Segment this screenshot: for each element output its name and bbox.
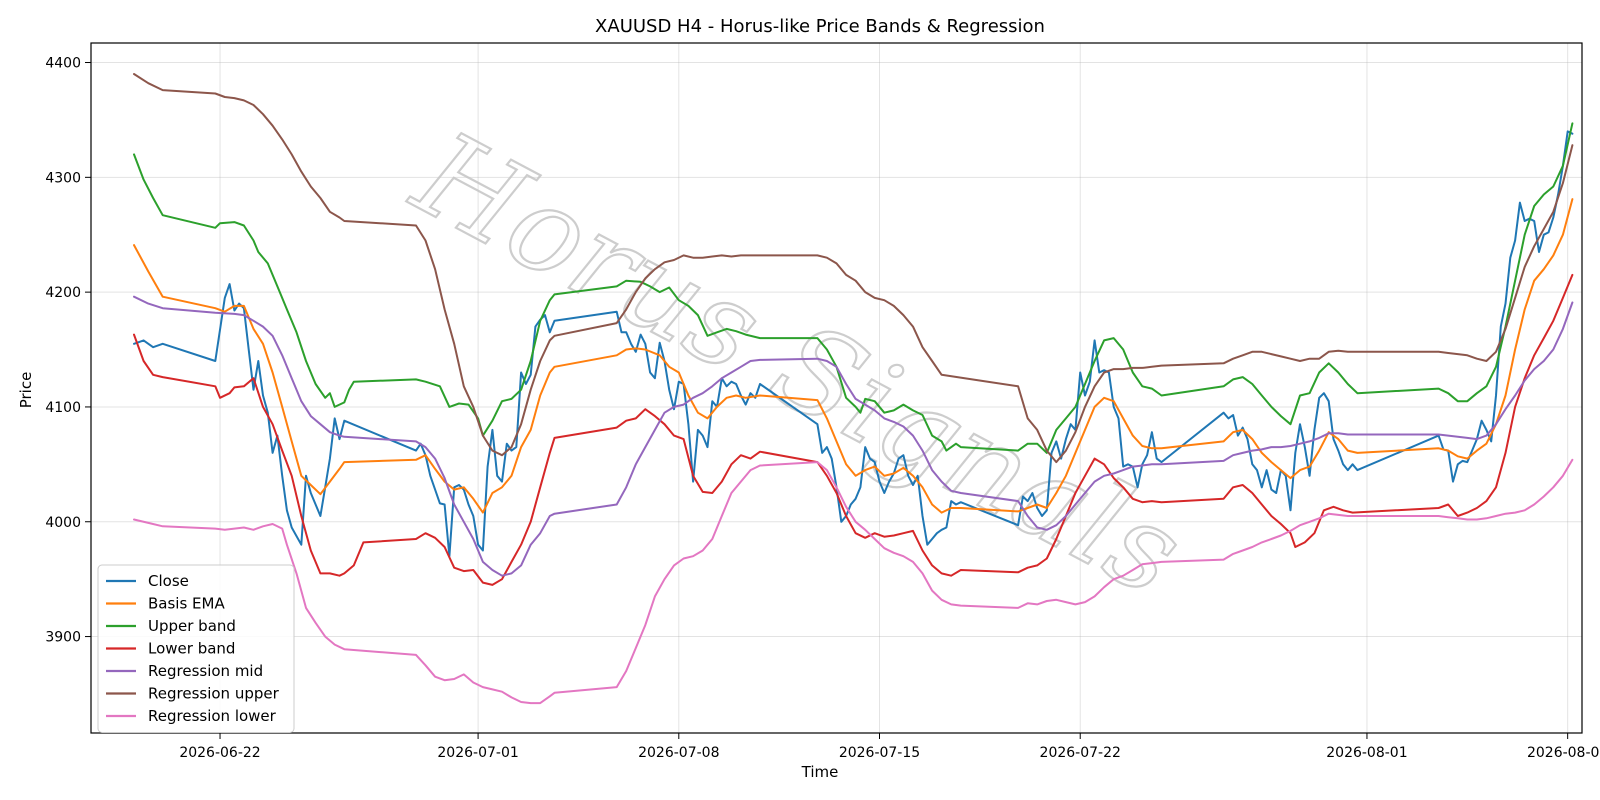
series-line-regression-mid	[133, 295, 1574, 577]
x-tick-label: 2026-08-08	[1527, 745, 1600, 761]
y-axis: 3900 4000 4100 4200 4300 4400	[45, 56, 91, 646]
series-line-regression-lower	[133, 458, 1574, 705]
x-tick-label: 2026-08-01	[1326, 745, 1407, 761]
watermark-text: Horus Signals	[393, 104, 1204, 623]
x-tick-label: 2026-07-15	[839, 745, 920, 761]
series-line-basis-ema	[133, 198, 1574, 514]
legend: Close Basis EMA Upper band Lower band Regres…	[97, 564, 295, 733]
y-tick-label: 4100	[45, 400, 81, 416]
legend-entry-label: Regression upper	[148, 685, 280, 703]
legend-entry-label: Lower band	[148, 640, 235, 658]
y-tick-label: 4200	[45, 285, 81, 301]
x-axis: 2026-06-22 2026-07-01 2026-07-08 2026-07-15…	[179, 733, 1600, 761]
series-line-close	[133, 130, 1574, 558]
legend-entry-label: Regression mid	[148, 662, 263, 680]
series-line-lower-band	[133, 273, 1574, 586]
series-line-upper-band	[133, 122, 1574, 454]
y-tick-label: 3900	[45, 630, 81, 646]
plot-frame	[90, 42, 1583, 734]
y-axis-label: Price	[17, 372, 35, 409]
y-tick-label: 4000	[45, 515, 81, 531]
series-line-regression-upper	[133, 73, 1574, 464]
x-tick-label: 2026-06-22	[179, 745, 260, 761]
x-tick-label: 2026-07-01	[437, 745, 518, 761]
watermark-layer: Horus Signals	[392, 103, 1205, 624]
legend-entry-label: Basis EMA	[148, 595, 225, 613]
y-tick-label: 4400	[45, 56, 81, 72]
y-tick-label: 4300	[45, 170, 81, 186]
x-tick-label: 2026-07-22	[1040, 745, 1121, 761]
legend-entry-label: Upper band	[148, 617, 236, 635]
legend-entry-label: Regression lower	[148, 707, 277, 725]
legend-entry-label: Close	[148, 572, 189, 590]
x-axis-label: Time	[801, 763, 839, 781]
grid-layer	[91, 43, 1582, 733]
legend-box	[97, 564, 295, 733]
series-layer	[133, 73, 1574, 705]
x-tick-label: 2026-07-08	[638, 745, 719, 761]
chart-title: XAUUSD H4 - Horus-like Price Bands & Reg…	[595, 16, 1045, 37]
